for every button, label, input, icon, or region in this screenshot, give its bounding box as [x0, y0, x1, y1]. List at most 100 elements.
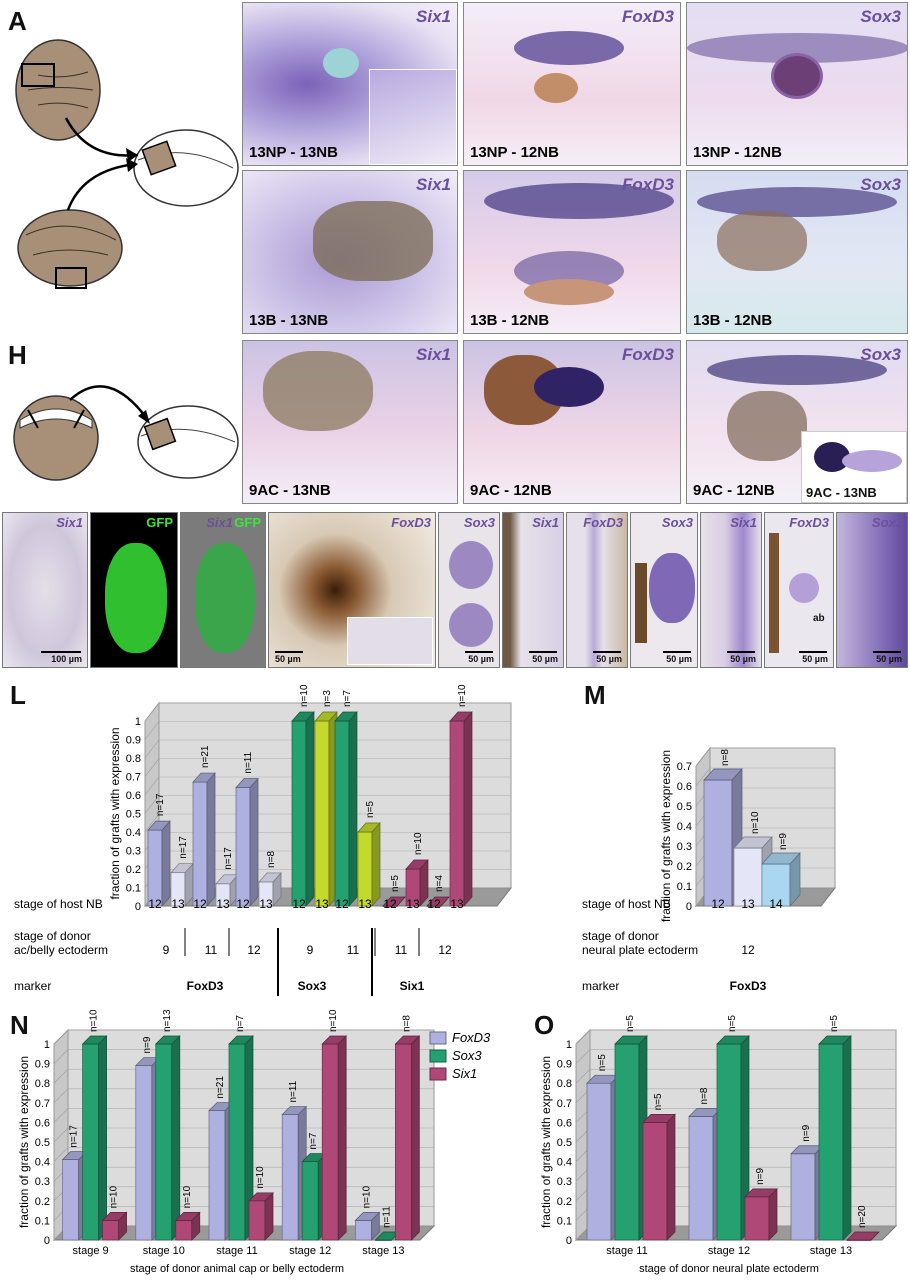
- chart-l-host-4-1: 13: [358, 897, 372, 911]
- chart-m-row-donor2: neural plate ectoderm: [582, 943, 698, 957]
- chart-m-nlabel-1: n=10: [750, 811, 761, 834]
- chart-o-ylabel: fraction of grafts with expression: [539, 1056, 553, 1228]
- chart-l-ytick: 0.2: [126, 864, 141, 876]
- chart-n-grid-slant: [53, 1147, 69, 1162]
- chart-l-donor-2: 12: [247, 943, 261, 957]
- chart-l-bar-6-1-side: [463, 711, 473, 907]
- chart-n-bar-4-0-front: [355, 1220, 372, 1241]
- chart-l-bar-3-1: [314, 711, 338, 907]
- section-bp1-scale: 100 µm: [51, 654, 82, 664]
- chart-n-bar-0-2-front: [102, 1220, 119, 1241]
- chart-n-legend-label-1: Sox3: [452, 1048, 482, 1063]
- chart-o-ytick: 0.6: [557, 1117, 572, 1129]
- chart-m-row-host: stage of host NB: [582, 897, 671, 911]
- chart-o-nlabel-2-2: n=20: [857, 1205, 868, 1228]
- section-cp-scale: 50 µm: [275, 654, 301, 664]
- section-gp-marker: Sox3: [661, 515, 693, 530]
- chart-m-bar-0-top: [703, 768, 743, 781]
- chart-n-bar-3-2-top: [321, 1035, 348, 1045]
- chart-o-ytick: 0.3: [557, 1176, 572, 1188]
- chart-n-bar-1-1: [154, 1035, 181, 1241]
- chart-l-host-5-0: 12: [383, 897, 397, 911]
- chart-n-xtick-2: stage 11: [216, 1245, 257, 1257]
- photo-e: Six1 13B - 13NB: [242, 170, 458, 334]
- chart-o-bar-1-2: [744, 1188, 778, 1241]
- chart-l-host-5-1: 13: [406, 897, 420, 911]
- chart-l-grid-slant: [144, 739, 160, 759]
- chart-o-bar-2-2: [846, 1231, 880, 1241]
- chart-n-bar-0-2: [101, 1211, 128, 1241]
- chart-n-bar-4-2-side: [411, 1035, 420, 1241]
- chart-n-ytick: 0.3: [35, 1176, 50, 1188]
- chart-n-bar-0-1-side: [98, 1035, 107, 1241]
- chart-o-nlabel-0-2: n=5: [653, 1093, 664, 1110]
- chart-l-bar-4-0-front: [334, 720, 350, 907]
- chart-o-ytick: 0.8: [557, 1078, 572, 1090]
- chart-m-ytick: 0.3: [677, 841, 692, 853]
- chart-l-bar-2-1-top: [258, 872, 282, 883]
- chart-m-ytick: 0.6: [677, 781, 692, 793]
- chart-l-donor-4: 11: [347, 943, 360, 957]
- chart-o-bar-0-2: [642, 1113, 676, 1241]
- chart-l-bar-1-0: [192, 772, 216, 907]
- chart-l-host-3-0: 12: [292, 897, 306, 911]
- chart-l-bar-4-1-front: [357, 831, 373, 907]
- chart-o-nlabel-1-0: n=8: [699, 1087, 710, 1104]
- chart-o-nlabel-1-2: n=9: [755, 1167, 766, 1184]
- chart-o-bar-2-1-front: [818, 1043, 844, 1241]
- chart-l-bar-6-1: [449, 711, 473, 907]
- photo-j: FoxD3 9AC - 12NB: [463, 340, 681, 504]
- chart-o-nlabel-0-1: n=5: [625, 1015, 636, 1032]
- chart-n-ytick: 0.5: [35, 1137, 50, 1149]
- chart-l-bar-5-0: [382, 896, 406, 907]
- chart-n-bar-2-1: [228, 1035, 254, 1241]
- chart-n-bar-0-1: [81, 1035, 108, 1241]
- chart-l-bar-2-0-top: [235, 778, 259, 788]
- embryo-donor-bottom: [17, 209, 123, 287]
- chart-n-ytick: 0.4: [35, 1157, 50, 1169]
- graft-box-top: [21, 63, 55, 87]
- chart-l-nlabel-3-1: n=3: [322, 690, 333, 707]
- chart-m-bar-2-top: [761, 852, 801, 865]
- chart-l-nlabel-2-1: n=8: [266, 851, 277, 868]
- chart-l-ytick: 0.7: [126, 772, 141, 784]
- chart-n-legend-swatch-1: [429, 1049, 447, 1063]
- chart-l-bar-4-1-top: [357, 822, 381, 833]
- photo-c-marker: FoxD3: [622, 7, 674, 26]
- chart-n-bar-1-2-front: [175, 1220, 193, 1241]
- chart-n-ytick: 0.9: [35, 1059, 50, 1071]
- chart-m-host-0: 12: [711, 897, 725, 911]
- chart-n-nlabel-4-2: n=8: [401, 1015, 412, 1032]
- chart-o-bar-0-0-front: [586, 1082, 612, 1241]
- chart-l-bar-2-0-front: [235, 787, 251, 907]
- section-bp1-marker: Six1: [56, 515, 83, 530]
- section-dp: Sox3 50 µm: [438, 512, 500, 668]
- chart-o-ytick: 1: [566, 1039, 572, 1051]
- chart-l-nlabel-6-0: n=4: [434, 875, 445, 892]
- chart-n-grid-slant: [53, 1049, 69, 1064]
- chart-m-ytick: 0.7: [677, 761, 692, 773]
- chart-m-nlabel-2: n=9: [778, 833, 789, 850]
- photo-j-stage: 9AC - 12NB: [470, 482, 552, 499]
- chart-n-xtick-4: stage 13: [362, 1245, 404, 1257]
- photo-d-marker: Sox3: [860, 7, 901, 26]
- chart-l-donor-3: 9: [307, 943, 314, 957]
- chart-n-nlabel-3-2: n=10: [328, 1010, 339, 1032]
- chart-o-nlabel-2-1: n=5: [829, 1015, 840, 1032]
- chart-n-nlabel-2-2: n=10: [255, 1166, 266, 1189]
- chart-l-nlabel-5-0: n=5: [390, 875, 401, 892]
- chart-n-grid-slant: [53, 1029, 69, 1045]
- section-jp-note: ab: [813, 613, 825, 624]
- chart-l-marker-2: Six1: [400, 979, 425, 993]
- chart-l-grid-slant: [144, 813, 160, 833]
- chart-l-ytick: 0.8: [126, 753, 141, 765]
- chart-l-marker-0: FoxD3: [187, 979, 224, 993]
- chart-n-bar-1-1-top: [154, 1035, 181, 1045]
- chart-o-bar-2-0: [790, 1144, 824, 1241]
- chart-n-bar-3-2: [321, 1035, 348, 1241]
- chart-l-bar-4-1: [357, 822, 381, 907]
- chart-o-nlabel-1-1: n=5: [727, 1015, 738, 1032]
- section-fp: FoxD3 50 µm: [566, 512, 628, 668]
- chart-l-bar-3-0-top: [291, 711, 315, 722]
- chart-o-xtick-1: stage 12: [708, 1245, 750, 1257]
